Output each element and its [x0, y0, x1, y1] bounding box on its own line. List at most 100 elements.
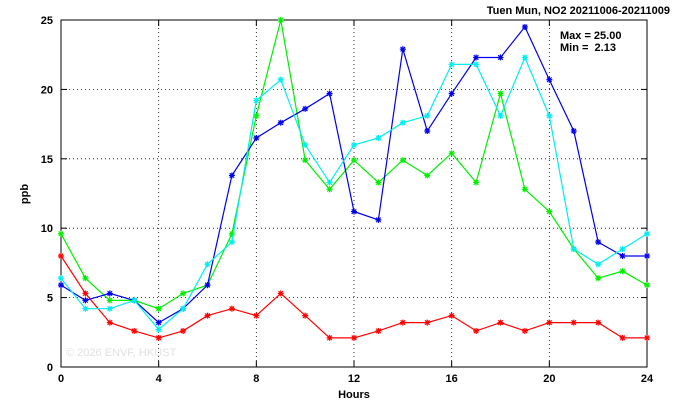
x-axis-label: Hours — [338, 389, 370, 401]
data-point — [619, 268, 626, 275]
data-point — [106, 305, 113, 312]
data-point — [448, 90, 455, 97]
data-point — [473, 61, 480, 68]
data-point — [399, 319, 406, 326]
data-point — [521, 327, 528, 334]
y-tick-label: 25 — [41, 15, 53, 27]
x-tick-label: 12 — [348, 373, 360, 385]
data-point — [595, 319, 602, 326]
data-point — [546, 76, 553, 83]
data-point — [351, 208, 357, 215]
data-point — [375, 327, 382, 334]
data-point — [228, 172, 235, 179]
y-tick-label: 10 — [41, 223, 53, 235]
data-point — [302, 157, 309, 164]
y-tick-label: 20 — [41, 84, 53, 96]
data-point — [595, 275, 602, 282]
data-point — [155, 305, 162, 312]
y-tick-label: 15 — [41, 154, 53, 166]
data-point — [82, 290, 89, 297]
data-point — [326, 90, 333, 97]
data-point — [473, 179, 480, 186]
data-point — [424, 319, 431, 326]
data-point — [106, 319, 113, 326]
data-point — [351, 141, 357, 148]
data-point — [204, 312, 211, 319]
x-tick-label: 8 — [253, 373, 259, 385]
watermark: © 2026 ENVF, HKUST — [66, 347, 176, 359]
data-point — [253, 312, 260, 319]
data-point — [473, 327, 480, 334]
data-point — [302, 105, 309, 112]
x-tick-label: 24 — [641, 373, 654, 385]
data-point — [619, 252, 626, 259]
data-point — [326, 186, 333, 193]
data-point — [424, 128, 431, 135]
data-point — [375, 179, 382, 186]
y-axis-label: ppb — [19, 184, 31, 204]
data-point — [521, 23, 528, 30]
data-point — [644, 282, 650, 289]
x-tick-label: 16 — [446, 373, 458, 385]
series-2 — [58, 17, 650, 312]
data-point — [131, 297, 138, 304]
x-tick-label: 4 — [156, 373, 163, 385]
x-tick-label: 20 — [543, 373, 555, 385]
min-annotation: Min = 2.13 — [560, 42, 616, 54]
data-point — [106, 290, 113, 297]
data-point — [570, 319, 577, 326]
data-point — [644, 252, 650, 259]
max-annotation: Max = 25.00 — [560, 30, 621, 42]
data-point — [180, 327, 187, 334]
data-point — [253, 97, 260, 104]
data-point — [448, 150, 455, 157]
y-tick-label: 0 — [47, 362, 53, 374]
data-point — [106, 297, 113, 304]
data-point — [595, 261, 602, 268]
data-point — [644, 334, 650, 341]
data-point — [277, 76, 284, 83]
data-point — [155, 319, 162, 326]
data-point — [253, 112, 260, 119]
y-tick-label: 5 — [47, 293, 53, 305]
data-point — [497, 54, 504, 61]
data-point — [399, 46, 406, 53]
data-point — [399, 157, 406, 164]
data-point — [326, 334, 333, 341]
data-point — [155, 326, 162, 333]
data-point — [619, 246, 626, 253]
data-point — [204, 282, 211, 289]
data-point — [277, 290, 284, 297]
data-point — [570, 246, 577, 253]
data-point — [546, 112, 553, 119]
data-point — [497, 319, 504, 326]
data-point — [521, 186, 528, 193]
data-point — [424, 112, 431, 119]
series-4 — [58, 54, 650, 333]
data-point — [497, 112, 504, 119]
data-point — [619, 334, 626, 341]
data-point — [644, 230, 650, 237]
data-point — [473, 54, 480, 61]
data-point — [424, 172, 431, 179]
data-point — [82, 297, 89, 304]
data-point — [82, 305, 89, 312]
data-point — [180, 305, 187, 312]
data-point — [302, 312, 309, 319]
data-point — [58, 252, 64, 259]
data-point — [570, 128, 577, 135]
data-point — [131, 327, 138, 334]
data-point — [546, 208, 553, 215]
data-point — [204, 261, 211, 268]
data-point — [155, 334, 162, 341]
data-point — [58, 230, 64, 237]
data-point — [375, 216, 382, 223]
grid — [61, 20, 647, 367]
data-point — [399, 119, 406, 126]
data-point — [58, 282, 64, 289]
data-point — [448, 61, 455, 68]
data-point — [448, 312, 455, 319]
data-point — [253, 134, 260, 141]
